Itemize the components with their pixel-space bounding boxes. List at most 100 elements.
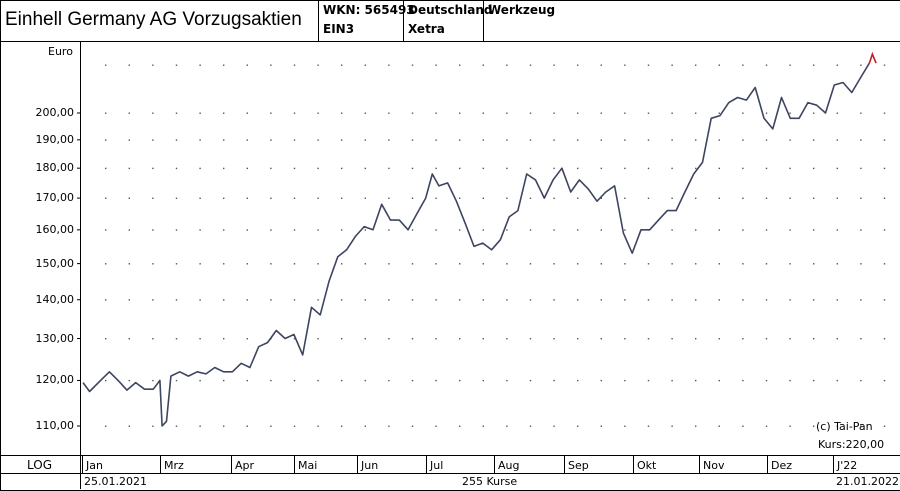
- grid-dot: [671, 229, 673, 231]
- grid-dot: [223, 263, 225, 265]
- y-tick-label: 140,00: [35, 292, 75, 306]
- grid-dot: [175, 112, 178, 114]
- grid-dot: [175, 299, 178, 301]
- grid-dot: [624, 425, 626, 427]
- grid-dot: [789, 299, 791, 301]
- grid-dot: [317, 338, 319, 340]
- grid-dot: [577, 299, 579, 301]
- grid-dot: [152, 229, 154, 231]
- grid-dot: [341, 379, 343, 382]
- grid-dot: [388, 64, 390, 66]
- grid-dot: [459, 425, 461, 427]
- grid-dot: [388, 425, 390, 427]
- grid-dot: [246, 112, 248, 114]
- grid-dot: [742, 197, 744, 199]
- grid-dot: [152, 197, 154, 199]
- grid-dot: [199, 338, 201, 340]
- grid-dot: [388, 299, 390, 301]
- grid-dot: [175, 64, 178, 66]
- grid-dot: [624, 139, 626, 141]
- grid-dot: [506, 263, 508, 265]
- grid-dot: [836, 263, 838, 265]
- grid-dot: [105, 338, 107, 340]
- grid-dot: [860, 64, 862, 66]
- grid-dot: [506, 197, 508, 199]
- count-label: 255 Kurse: [462, 475, 518, 488]
- grid-dot: [152, 167, 154, 170]
- header-sector-cell: Werkzeug: [484, 0, 900, 41]
- grid-dot: [718, 299, 720, 301]
- y-tick-label: 190,00: [35, 132, 75, 146]
- grid-dot: [199, 299, 201, 301]
- grid-dot: [577, 112, 579, 114]
- grid-dot: [223, 167, 225, 170]
- grid-dot: [105, 167, 107, 170]
- grid-dot: [860, 197, 862, 199]
- grid-dot: [813, 167, 815, 170]
- grid-dot: [482, 338, 484, 340]
- grid-dot: [223, 425, 225, 427]
- y-tick-label: 200,00: [35, 106, 75, 119]
- grid-dot: [647, 379, 650, 382]
- grid-dot: [577, 64, 579, 66]
- grid-dot: [246, 229, 248, 231]
- grid-dot: [883, 197, 886, 199]
- grid-dot: [199, 197, 201, 199]
- grid-dot: [860, 379, 862, 382]
- grid-dot: [883, 229, 886, 231]
- grid-dot: [270, 139, 272, 141]
- grid-dot: [270, 229, 272, 231]
- grid-dot: [364, 299, 366, 301]
- grid-dot: [482, 379, 484, 382]
- grid-dot: [813, 425, 815, 427]
- grid-dot: [671, 139, 673, 141]
- grid-dot: [765, 197, 768, 199]
- grid-dot: [411, 112, 414, 114]
- grid-dot: [435, 263, 437, 265]
- grid-dot: [293, 425, 296, 427]
- grid-dot: [482, 112, 484, 114]
- x-month-tick: [160, 455, 161, 473]
- grid-dot: [435, 425, 437, 427]
- grid-dot: [175, 139, 178, 141]
- grid-dot: [529, 425, 532, 427]
- grid-dot: [128, 379, 130, 382]
- grid-dot: [883, 167, 886, 170]
- grid-dot: [435, 338, 437, 340]
- grid-dot: [883, 112, 886, 114]
- grid-dot: [364, 167, 366, 170]
- grid-dot: [341, 425, 343, 427]
- grid-dot: [411, 64, 414, 66]
- grid-dot: [128, 263, 130, 265]
- grid-dot: [506, 64, 508, 66]
- grid-dot: [152, 299, 154, 301]
- grid-dot: [718, 197, 720, 199]
- x-month-tick: [82, 455, 83, 473]
- grid-dot: [270, 112, 272, 114]
- grid-dot: [742, 379, 744, 382]
- grid-dot: [600, 112, 602, 114]
- grid-dot: [341, 167, 343, 170]
- grid-dot: [860, 167, 862, 170]
- grid-dot: [577, 229, 579, 231]
- grid-dot: [435, 299, 437, 301]
- header-divider: [0, 41, 900, 42]
- grid-dot: [317, 425, 319, 427]
- grid-dot: [223, 139, 225, 141]
- grid-dot: [128, 112, 130, 114]
- grid-dot: [765, 425, 768, 427]
- grid-dot: [317, 197, 319, 199]
- grid-dot: [695, 299, 697, 301]
- grid-dot: [765, 229, 768, 231]
- grid-dot: [647, 139, 650, 141]
- grid-dot: [341, 338, 343, 340]
- grid-dot: [199, 379, 201, 382]
- x-month-label: Dez: [771, 459, 793, 472]
- grid-dot: [482, 425, 484, 427]
- header-title-cell: Einhell Germany AG Vorzugsaktien: [0, 0, 319, 41]
- grid-dot: [317, 64, 319, 66]
- grid-dot: [175, 197, 178, 199]
- grid-dot: [364, 112, 366, 114]
- x-month-tick: [231, 455, 232, 473]
- grid-dot: [813, 139, 815, 141]
